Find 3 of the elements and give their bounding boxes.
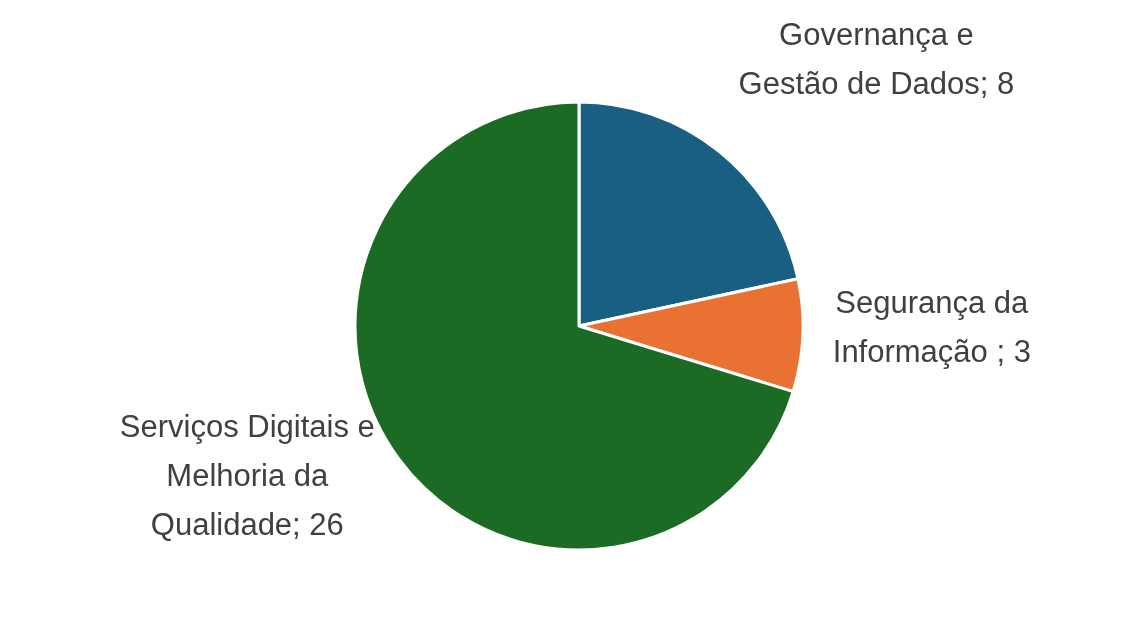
slice-label: Serviços Digitais e Melhoria da Qualidade; 26 — [119, 409, 375, 543]
slice-label: Segurança da Informação ; 3 — [832, 284, 1031, 369]
slice-label: Governança e Gestão de Dados; 8 — [738, 17, 1015, 102]
